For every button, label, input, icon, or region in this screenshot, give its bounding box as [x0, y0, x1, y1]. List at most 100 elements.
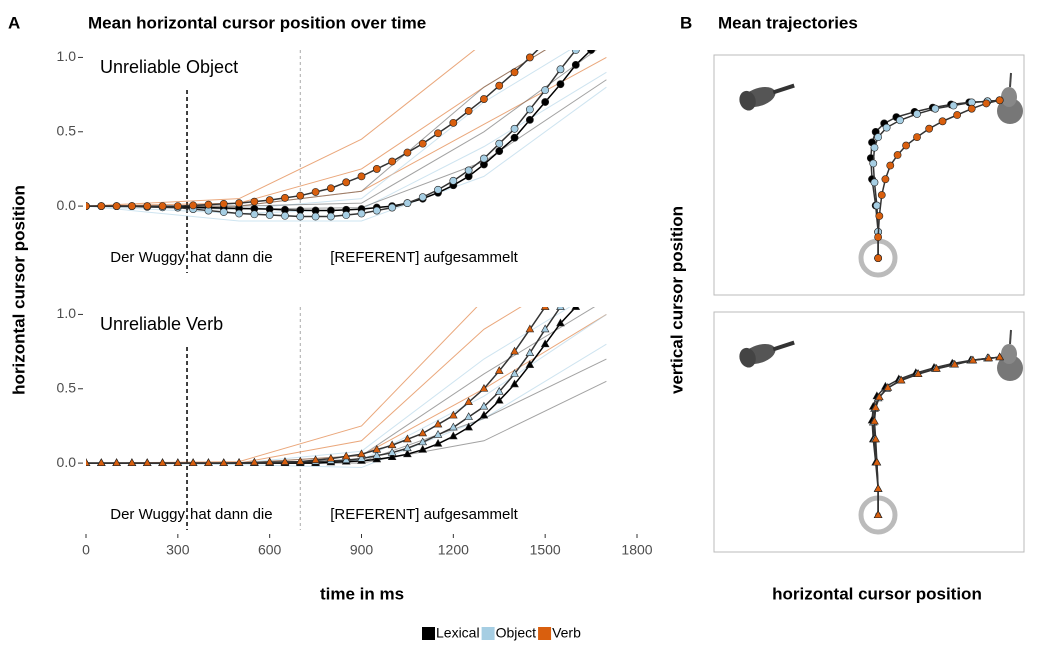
marker — [418, 437, 428, 446]
violin-body — [739, 347, 756, 368]
marker — [896, 116, 904, 125]
marker — [235, 199, 243, 208]
marker — [479, 401, 489, 410]
marker — [449, 176, 458, 185]
marker — [870, 178, 879, 187]
chart-title: Mean horizontal cursor position over tim… — [88, 13, 426, 32]
marker — [995, 352, 1005, 361]
marker — [342, 178, 351, 187]
marker — [877, 191, 886, 199]
marker — [875, 392, 884, 401]
x-axis-label: time in ms — [320, 584, 404, 603]
marker — [938, 117, 947, 126]
marker — [571, 307, 581, 310]
marker — [449, 431, 458, 440]
marker — [280, 457, 290, 465]
marker — [357, 449, 366, 458]
trial-line — [86, 307, 571, 464]
marker — [219, 458, 229, 466]
violin-neck — [772, 340, 795, 352]
marker — [874, 133, 883, 142]
chart-panel: Unreliable Verb 0.0 0.5 1.0 0 300 600 900 1200 15… — [57, 305, 653, 558]
mean-trajectory — [870, 99, 1000, 259]
plot-area — [867, 352, 1005, 519]
marker — [870, 416, 879, 425]
marker — [372, 165, 381, 173]
marker — [869, 159, 878, 168]
trial-line — [86, 307, 522, 464]
marker — [173, 202, 182, 210]
marker — [296, 191, 305, 200]
trial-line — [86, 314, 607, 464]
marker — [449, 422, 458, 431]
trial-line — [86, 358, 607, 464]
panel-annotation: Unreliable Verb — [100, 314, 223, 334]
marker — [480, 154, 488, 163]
x-tick-label: 0 — [82, 542, 90, 558]
marker — [433, 438, 443, 447]
marker — [587, 50, 595, 54]
marker — [541, 86, 550, 95]
marker — [387, 447, 397, 456]
trial-line — [86, 314, 607, 464]
marker — [881, 175, 890, 184]
y-axis-label: horizontal cursor position — [9, 185, 28, 395]
marker — [342, 211, 351, 219]
marker — [525, 105, 534, 114]
marker — [479, 410, 489, 419]
marker — [142, 458, 152, 466]
phrase: Der Wuggy — [110, 249, 185, 266]
pear-stem — [1009, 72, 1012, 88]
marker — [870, 143, 879, 152]
violin-body — [739, 90, 756, 111]
marker — [525, 53, 534, 62]
marker — [571, 60, 580, 69]
x-tick-label: 600 — [258, 542, 282, 558]
marker — [357, 172, 366, 181]
marker — [479, 383, 489, 392]
marker — [556, 80, 565, 89]
marker — [265, 457, 274, 466]
marker — [189, 201, 198, 210]
marker — [464, 107, 473, 115]
marker — [494, 366, 504, 374]
marker — [250, 197, 259, 206]
panel-annotation: Unreliable Object — [100, 57, 238, 77]
mean-trajectory — [877, 99, 1000, 259]
marker — [510, 133, 519, 142]
phrase: hat dann die — [190, 249, 273, 266]
marker — [556, 65, 565, 74]
marker — [541, 98, 550, 106]
marker — [883, 382, 893, 391]
trial-line — [86, 71, 607, 215]
marker — [556, 318, 565, 327]
plot-frame — [713, 54, 1025, 296]
x-tick-label: 1500 — [530, 542, 561, 558]
plot-area — [866, 96, 1004, 263]
marker — [882, 123, 891, 132]
marker — [913, 369, 923, 378]
marker — [311, 212, 320, 221]
marker — [281, 194, 289, 202]
marker — [96, 458, 106, 466]
marker — [982, 99, 991, 108]
marker — [204, 200, 213, 209]
marker — [449, 410, 458, 419]
marker — [984, 353, 994, 362]
marker — [388, 157, 397, 166]
marker — [326, 184, 335, 193]
marker — [950, 359, 960, 368]
marker — [932, 364, 941, 372]
marker — [250, 210, 259, 219]
x-tick-label: 300 — [166, 542, 190, 558]
marker — [525, 115, 534, 124]
marker — [341, 455, 351, 464]
marker — [540, 324, 550, 333]
marker — [403, 199, 412, 208]
mean-trajectory — [871, 356, 1000, 516]
marker — [494, 395, 504, 404]
x-axis-label: horizontal cursor position — [772, 584, 982, 603]
marker — [418, 139, 427, 148]
marker — [403, 434, 412, 443]
trial-line — [86, 307, 478, 464]
